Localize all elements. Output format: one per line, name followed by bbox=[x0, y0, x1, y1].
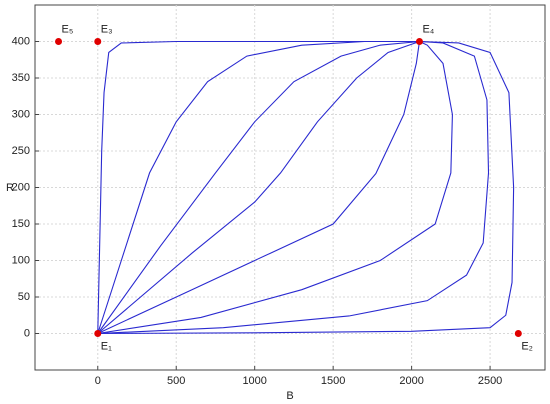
x-axis-label: B bbox=[286, 390, 293, 402]
x-tick-label: 2000 bbox=[399, 375, 423, 387]
trajectory bbox=[97, 41, 453, 335]
y-tick-label: 50 bbox=[18, 291, 30, 303]
point-label: E₄ bbox=[422, 23, 434, 35]
y-tick-label: 0 bbox=[24, 327, 30, 339]
y-tick-label: 150 bbox=[12, 218, 30, 230]
x-tick-label: 0 bbox=[95, 375, 101, 387]
equilibrium-point bbox=[94, 38, 102, 45]
x-tick-label: 500 bbox=[167, 375, 185, 387]
trajectory bbox=[97, 41, 421, 334]
x-tick-label: 1000 bbox=[242, 375, 266, 387]
trajectory bbox=[97, 40, 420, 334]
y-tick-label: 100 bbox=[12, 254, 30, 266]
y-tick-label: 200 bbox=[12, 181, 30, 193]
equilibrium-point bbox=[94, 330, 102, 337]
trajectory bbox=[97, 40, 420, 334]
y-tick-label: 250 bbox=[12, 145, 30, 157]
point-label: E₂ bbox=[521, 340, 533, 352]
trajectory bbox=[97, 40, 420, 334]
point-label: E₃ bbox=[101, 23, 113, 35]
trajectory bbox=[97, 40, 490, 335]
y-tick-label: 350 bbox=[12, 72, 30, 84]
point-label: E₅ bbox=[62, 23, 74, 35]
point-label: E₁ bbox=[101, 340, 112, 352]
x-tick-label: 1500 bbox=[321, 375, 345, 387]
y-axis-label: R bbox=[6, 182, 14, 194]
y-tick-label: 300 bbox=[12, 108, 30, 120]
trajectory bbox=[97, 40, 515, 335]
trajectory bbox=[97, 40, 420, 334]
x-tick-label: 2500 bbox=[478, 375, 502, 387]
equilibrium-point bbox=[55, 38, 63, 45]
equilibrium-point bbox=[415, 38, 423, 45]
y-tick-label: 400 bbox=[12, 35, 30, 47]
equilibrium-point bbox=[514, 330, 522, 337]
